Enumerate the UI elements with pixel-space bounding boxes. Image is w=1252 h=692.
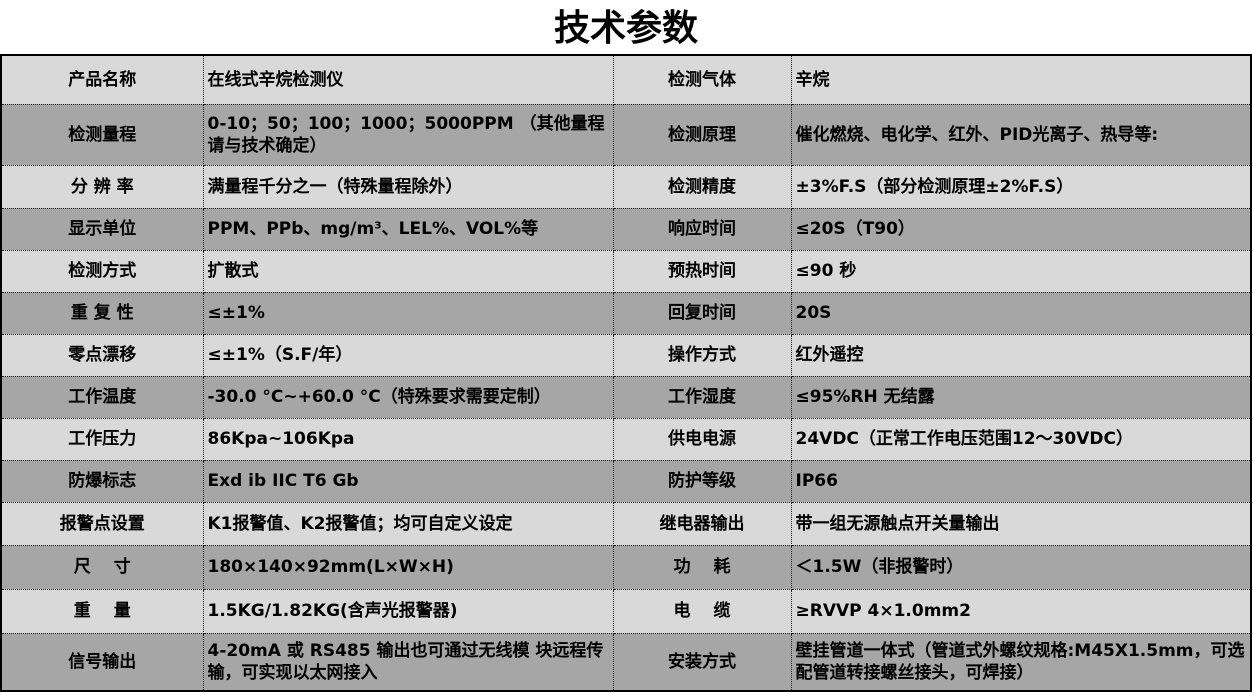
param-value: 20S xyxy=(790,291,1252,335)
param-value: ±3%F.S（部分检测原理±2%F.S） xyxy=(790,164,1252,209)
param-value: 在线式辛烷检测仪 xyxy=(202,54,614,105)
param-label: 工作温度 xyxy=(0,375,204,419)
page-title: 技术参数 xyxy=(553,8,698,49)
param-value: IP66 xyxy=(790,459,1252,503)
table-row: 检测量程 0-10；50；100；1000；5000PPM （其他量程请与技术确定… xyxy=(0,103,1252,166)
param-value: 86Kpa~106Kpa xyxy=(202,417,614,461)
param-value: 0-10；50；100；1000；5000PPM （其他量程请与技术确定） xyxy=(202,103,614,166)
table-row: 防爆标志 Exd ib IIC T6 Gb 防护等级 IP66 xyxy=(0,459,1252,503)
param-label: 功 耗 xyxy=(612,544,792,590)
param-value: 4-20mA 或 RS485 输出也可通过无线模 块远程传输，可实现以太网接入 xyxy=(202,632,614,692)
param-value: ≤95%RH 无结露 xyxy=(790,375,1252,419)
param-value: 扩散式 xyxy=(202,249,614,293)
table-row: 工作温度 -30.0 °C~+60.0 °C（特殊要求需要定制） 工作湿度 ≤95%R… xyxy=(0,375,1252,419)
param-value: ≤20S（T90） xyxy=(790,207,1252,251)
table-row: 检测方式 扩散式 预热时间 ≤90 秒 xyxy=(0,249,1252,293)
table-row: 尺 寸 180×140×92mm(L×W×H) 功 耗＜1.5W（非报警时） xyxy=(0,544,1252,590)
param-value: 180×140×92mm(L×W×H) xyxy=(202,544,614,590)
table-row: 重 复 性 ≤±1% 回复时间 20S xyxy=(0,291,1252,335)
param-label: 安装方式 xyxy=(612,632,792,692)
param-label: 防护等级 xyxy=(612,459,792,503)
param-label: 重 量 xyxy=(0,588,204,634)
table-row: 信号输出 4-20mA 或 RS485 输出也可通过无线模 块远程传输，可实现以太… xyxy=(0,632,1252,692)
param-label: 工作压力 xyxy=(0,417,204,461)
param-label: 信号输出 xyxy=(0,632,204,692)
param-value: -30.0 °C~+60.0 °C（特殊要求需要定制） xyxy=(202,375,614,419)
param-label: 继电器输出 xyxy=(612,501,792,546)
table-row: 工作压力 86Kpa~106Kpa 供电电源 24VDC（正常工作电压范围12～30V… xyxy=(0,417,1252,461)
table-row: 报警点设置 K1报警值、K2报警值；均可自定义设定 继电器输出 带一组无源触点开关量输… xyxy=(0,501,1252,546)
param-label: 产品名称 xyxy=(0,54,204,105)
param-label: 电 缆 xyxy=(612,588,792,634)
param-label: 检测原理 xyxy=(612,103,792,166)
param-value: 辛烷 xyxy=(790,54,1252,105)
table-row: 重 量 1.5KG/1.82KG(含声光报警器) 电 缆 ≥RVVP 4×1.0mm2 xyxy=(0,588,1252,634)
spec-table: 产品名称 在线式辛烷检测仪 检测气体 辛烷 检测量程 0-10；50；100；1000；5… xyxy=(0,54,1252,692)
param-value: K1报警值、K2报警值；均可自定义设定 xyxy=(202,501,614,546)
param-value: 催化燃烧、电化学、红外、PID光离子、热导等: xyxy=(790,103,1252,166)
param-label: 检测精度 xyxy=(612,164,792,209)
param-value: 1.5KG/1.82KG(含声光报警器) xyxy=(202,588,614,634)
param-label: 工作湿度 xyxy=(612,375,792,419)
param-value: ≤90 秒 xyxy=(790,249,1252,293)
param-label: 回复时间 xyxy=(612,291,792,335)
param-label: 尺 寸 xyxy=(0,544,204,590)
param-value: ＜1.5W（非报警时） xyxy=(790,544,1252,590)
param-value: 红外遥控 xyxy=(790,333,1252,377)
table-row: 分 辨 率满量程千分之一（特殊量程除外） 检测精度 ±3%F.S（部分检测原理±2%… xyxy=(0,164,1252,209)
param-label: 预热时间 xyxy=(612,249,792,293)
param-value: Exd ib IIC T6 Gb xyxy=(202,459,614,503)
param-label: 操作方式 xyxy=(612,333,792,377)
param-value: 带一组无源触点开关量输出 xyxy=(790,501,1252,546)
table-row: 产品名称 在线式辛烷检测仪 检测气体 辛烷 xyxy=(0,54,1252,105)
param-label: 分 辨 率 xyxy=(0,164,204,209)
param-label: 报警点设置 xyxy=(0,501,204,546)
param-label: 供电电源 xyxy=(612,417,792,461)
param-label: 重 复 性 xyxy=(0,291,204,335)
table-row: 显示单位 PPM、PPb、mg/m³、LEL%、VOL%等 响应时间 ≤20S（T90… xyxy=(0,207,1252,251)
param-value: 24VDC（正常工作电压范围12～30VDC） xyxy=(790,417,1252,461)
param-value: PPM、PPb、mg/m³、LEL%、VOL%等 xyxy=(202,207,614,251)
param-value: 满量程千分之一（特殊量程除外） xyxy=(202,164,614,209)
param-label: 防爆标志 xyxy=(0,459,204,503)
param-label: 响应时间 xyxy=(612,207,792,251)
param-label: 显示单位 xyxy=(0,207,204,251)
param-label: 零点漂移 xyxy=(0,333,204,377)
param-value: ≤±1%（S.F/年） xyxy=(202,333,614,377)
table-row: 零点漂移 ≤±1%（S.F/年） 操作方式 红外遥控 xyxy=(0,333,1252,377)
param-value: ≤±1% xyxy=(202,291,614,335)
param-value: ≥RVVP 4×1.0mm2 xyxy=(790,588,1252,634)
param-value: 壁挂管道一体式（管道式外螺纹规格:M45X1.5mm，可选配管道转接螺丝接头，可… xyxy=(790,632,1252,692)
param-label: 检测量程 xyxy=(0,103,204,166)
param-label: 检测气体 xyxy=(612,54,792,105)
param-label: 检测方式 xyxy=(0,249,204,293)
